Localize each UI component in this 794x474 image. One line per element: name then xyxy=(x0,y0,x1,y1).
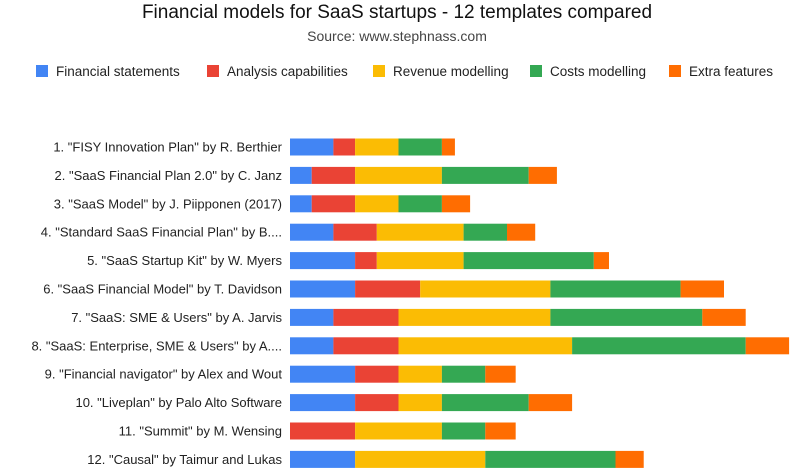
bar-segment xyxy=(355,195,399,213)
bar-segment xyxy=(463,223,507,241)
bar-segment xyxy=(333,138,356,156)
legend-label: Financial statements xyxy=(56,64,180,79)
bar-segment xyxy=(290,195,312,213)
bar-segment xyxy=(528,394,573,412)
bar-segment xyxy=(398,337,573,355)
category-label: 3. "SaaS Model" by J. Piipponen (2017) xyxy=(54,196,282,211)
bar-segment xyxy=(485,365,516,383)
bar-segment xyxy=(441,365,486,383)
bar-segment xyxy=(333,223,377,241)
bar-segment xyxy=(290,252,356,270)
bar-segment xyxy=(290,308,334,326)
bar-segment xyxy=(333,308,399,326)
chart-title: Financial models for SaaS startups - 12 … xyxy=(142,2,652,23)
bar-segment xyxy=(290,223,334,241)
bar-segment xyxy=(398,308,551,326)
bar-segment xyxy=(398,394,442,412)
legend-item: Analysis capabilities xyxy=(207,64,348,79)
bar-segment xyxy=(355,280,421,298)
category-label: 11. "Summit" by M. Wensing xyxy=(119,424,282,439)
bar-segment xyxy=(311,195,356,213)
legend-label: Analysis capabilities xyxy=(227,64,348,79)
bar-segment xyxy=(290,422,356,440)
bar-area xyxy=(290,138,790,468)
bar-segment xyxy=(550,280,681,298)
bar-segment xyxy=(507,223,536,241)
bar-segment xyxy=(441,166,529,184)
bar-segment xyxy=(376,252,464,270)
legend-item: Costs modelling xyxy=(530,64,646,79)
legend-item: Extra features xyxy=(669,64,773,79)
bar-segment xyxy=(745,337,790,355)
category-label: 7. "SaaS: SME & Users" by A. Jarvis xyxy=(71,310,282,325)
bar-segment xyxy=(290,394,356,412)
bar-segment xyxy=(485,422,516,440)
bar-segment xyxy=(355,450,486,468)
category-label: 5. "SaaS Startup Kit" by W. Myers xyxy=(87,253,282,268)
legend-swatch xyxy=(207,65,219,77)
category-label: 8. "SaaS: Enterprise, SME & Users" by A.… xyxy=(31,338,282,353)
bar-segment xyxy=(420,280,551,298)
category-label: 6. "SaaS Financial Model" by T. Davidson xyxy=(43,282,282,297)
bar-segment xyxy=(463,252,594,270)
legend-label: Revenue modelling xyxy=(393,64,509,79)
category-label: 9. "Financial navigator" by Alex and Wou… xyxy=(45,367,283,382)
bar-segment xyxy=(680,280,724,298)
bar-segment xyxy=(376,223,464,241)
bar-segment xyxy=(398,365,442,383)
legend-swatch xyxy=(530,65,542,77)
bar-segment xyxy=(355,422,442,440)
category-label: 12. "Causal" by Taimur and Lukas xyxy=(87,452,282,467)
bar-segment xyxy=(290,365,356,383)
bar-segment xyxy=(441,394,529,412)
legend-swatch xyxy=(373,65,385,77)
legend-label: Extra features xyxy=(689,64,773,79)
bar-segment xyxy=(355,365,399,383)
bar-segment xyxy=(441,422,486,440)
bar-segment xyxy=(290,166,312,184)
bar-segment xyxy=(398,195,442,213)
bar-segment xyxy=(355,252,377,270)
chart-subtitle: Source: www.stephnass.com xyxy=(307,28,487,44)
bar-segment xyxy=(355,394,399,412)
bar-segment xyxy=(593,252,609,270)
bar-segment xyxy=(702,308,746,326)
bar-segment xyxy=(290,280,356,298)
category-label: 1. "FISY Innovation Plan" by R. Berthier xyxy=(53,140,282,155)
bar-segment xyxy=(290,450,356,468)
bar-segment xyxy=(311,166,356,184)
legend-item: Financial statements xyxy=(36,64,180,79)
legend-swatch xyxy=(669,65,681,77)
bar-segment xyxy=(572,337,746,355)
bar-segment xyxy=(290,138,334,156)
legend-label: Costs modelling xyxy=(550,64,646,79)
legend-item: Revenue modelling xyxy=(373,64,509,79)
bar-segment xyxy=(441,195,471,213)
bar-segment xyxy=(550,308,703,326)
category-label: 10. "Liveplan" by Palo Alto Software xyxy=(75,395,282,410)
category-label: 4. "Standard SaaS Financial Plan" by B..… xyxy=(41,225,282,240)
bar-segment xyxy=(355,166,442,184)
bar-segment xyxy=(485,450,616,468)
bar-segment xyxy=(333,337,399,355)
category-label: 2. "SaaS Financial Plan 2.0" by C. Janz xyxy=(55,168,282,183)
bar-segment xyxy=(528,166,557,184)
legend-swatch xyxy=(36,65,48,77)
category-labels: 1. "FISY Innovation Plan" by R. Berthier… xyxy=(31,140,282,467)
bar-segment xyxy=(441,138,455,156)
bar-segment xyxy=(290,337,334,355)
bar-segment xyxy=(615,450,644,468)
chart-legend: Financial statements Analysis capabilitie… xyxy=(36,64,773,79)
bar-segment xyxy=(398,138,442,156)
bar-segment xyxy=(355,138,399,156)
